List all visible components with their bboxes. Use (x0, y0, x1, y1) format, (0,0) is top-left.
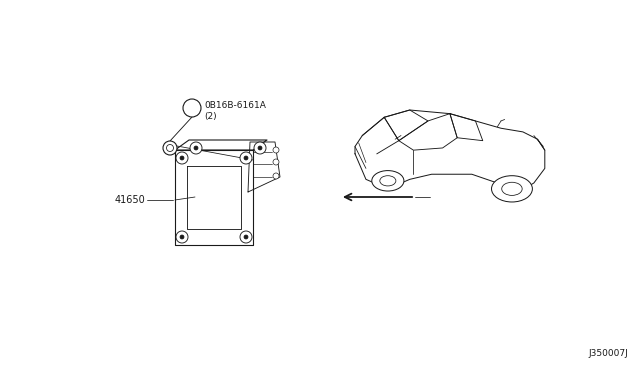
Circle shape (273, 159, 279, 165)
Circle shape (194, 146, 198, 150)
Ellipse shape (502, 182, 522, 195)
Circle shape (163, 141, 177, 155)
Text: 41650: 41650 (115, 195, 145, 205)
Text: 0B16B-6161A: 0B16B-6161A (204, 100, 266, 109)
Circle shape (176, 152, 188, 164)
Circle shape (240, 152, 252, 164)
Text: 5: 5 (189, 103, 195, 112)
Circle shape (273, 173, 279, 179)
Ellipse shape (372, 171, 404, 191)
Circle shape (180, 235, 184, 239)
Circle shape (258, 146, 262, 150)
Circle shape (176, 231, 188, 243)
Circle shape (254, 142, 266, 154)
Circle shape (244, 156, 248, 160)
Ellipse shape (492, 176, 532, 202)
Circle shape (244, 235, 248, 239)
Circle shape (273, 147, 279, 153)
Circle shape (190, 142, 202, 154)
Text: J350007J: J350007J (588, 349, 628, 358)
Circle shape (183, 99, 201, 117)
Ellipse shape (380, 176, 396, 186)
Text: (2): (2) (204, 112, 216, 122)
Circle shape (166, 144, 173, 151)
Circle shape (180, 156, 184, 160)
Circle shape (240, 231, 252, 243)
